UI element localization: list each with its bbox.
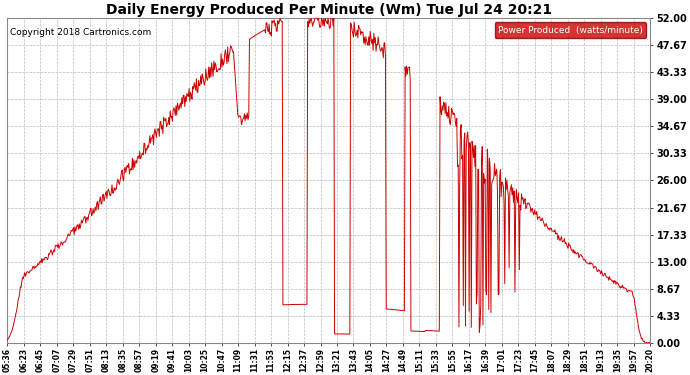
Title: Daily Energy Produced Per Minute (Wm) Tue Jul 24 20:21: Daily Energy Produced Per Minute (Wm) Tu… — [106, 3, 552, 17]
Legend: Power Produced  (watts/minute): Power Produced (watts/minute) — [495, 22, 646, 38]
Text: Copyright 2018 Cartronics.com: Copyright 2018 Cartronics.com — [10, 28, 152, 37]
